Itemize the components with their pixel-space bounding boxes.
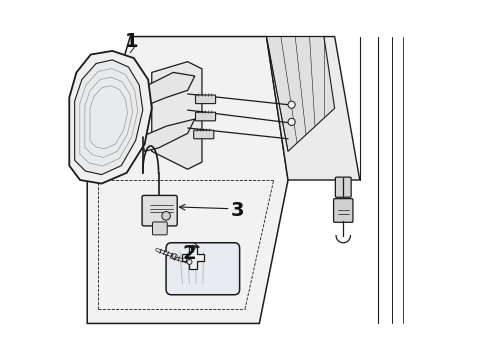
FancyBboxPatch shape bbox=[166, 243, 240, 295]
Polygon shape bbox=[141, 119, 195, 151]
Text: 3: 3 bbox=[231, 201, 245, 220]
Text: 1: 1 bbox=[125, 32, 139, 51]
Circle shape bbox=[172, 254, 177, 259]
FancyBboxPatch shape bbox=[152, 222, 167, 235]
Text: 2: 2 bbox=[183, 244, 196, 263]
Polygon shape bbox=[152, 62, 202, 169]
FancyBboxPatch shape bbox=[334, 199, 353, 222]
Polygon shape bbox=[181, 246, 204, 269]
FancyBboxPatch shape bbox=[196, 112, 216, 121]
Polygon shape bbox=[267, 37, 360, 180]
Polygon shape bbox=[267, 37, 335, 151]
FancyBboxPatch shape bbox=[142, 195, 177, 226]
Polygon shape bbox=[87, 37, 288, 323]
Circle shape bbox=[288, 101, 295, 108]
Polygon shape bbox=[74, 60, 143, 175]
Circle shape bbox=[288, 118, 295, 126]
FancyBboxPatch shape bbox=[335, 177, 351, 197]
Polygon shape bbox=[145, 72, 195, 105]
Polygon shape bbox=[69, 51, 152, 184]
FancyBboxPatch shape bbox=[196, 95, 216, 104]
Circle shape bbox=[187, 260, 192, 265]
Circle shape bbox=[162, 212, 171, 220]
FancyBboxPatch shape bbox=[194, 130, 214, 139]
